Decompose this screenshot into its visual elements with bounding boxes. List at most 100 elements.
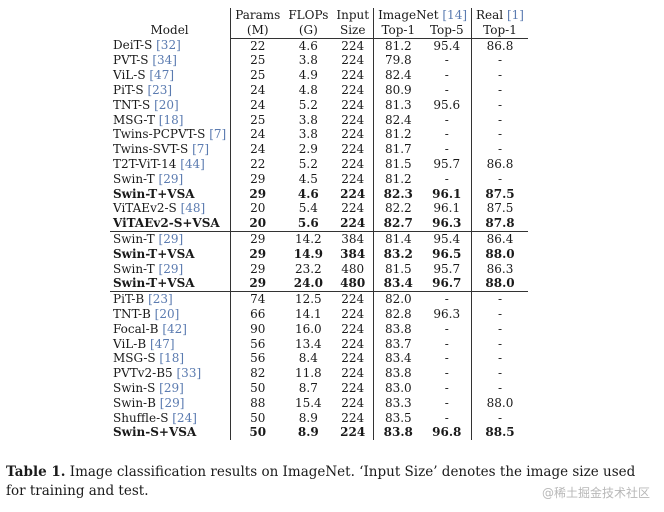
model-name: PVTv2-B5 bbox=[113, 366, 173, 381]
citation-link[interactable]: [29] bbox=[159, 380, 184, 395]
flops-cell: 15.4 bbox=[294, 395, 322, 410]
model-name: ViTAEv2-S+VSA bbox=[113, 216, 220, 231]
table-row: Shuffle-S [24] 50 8.9 224 83.5- - bbox=[110, 410, 528, 426]
top1-cell: 83.8 bbox=[383, 425, 413, 440]
citation-link[interactable]: [29] bbox=[158, 171, 184, 186]
model-name: ViL-B bbox=[113, 336, 147, 351]
top5-cell: 95.6 bbox=[422, 97, 473, 113]
model-cell: Swin-T [29] bbox=[110, 171, 232, 187]
citation-link[interactable]: [34] bbox=[152, 53, 177, 68]
params-cell: 25 bbox=[250, 112, 266, 127]
model-name: Swin-T bbox=[113, 171, 155, 186]
input-size-cell: 480 bbox=[332, 276, 375, 292]
real-top1-cell: 88.5 bbox=[485, 425, 515, 440]
citation-link[interactable]: [18] bbox=[158, 112, 184, 127]
table-row: Swin-S [29] 50 8.7 224 83.0- - bbox=[110, 380, 528, 396]
params-cell: 66 bbox=[250, 306, 266, 321]
model-cell: Swin-T+VSA bbox=[110, 246, 232, 262]
flops-cell: 5.4 bbox=[298, 201, 318, 216]
input-size-cell: 224 bbox=[332, 82, 375, 98]
top5-cell: 96.3 bbox=[422, 216, 473, 232]
params-cell: 88 bbox=[250, 395, 266, 410]
model-name: Swin-B bbox=[113, 395, 156, 410]
top5-cell: 96.7 bbox=[422, 276, 473, 292]
flops-cell: 8.7 bbox=[298, 380, 318, 395]
model-name: T2T-ViT-14 bbox=[113, 156, 177, 171]
params-cell: 22 bbox=[250, 156, 266, 171]
citation-link[interactable]: [20] bbox=[154, 97, 179, 112]
top1-cell: 80.9 bbox=[384, 82, 412, 97]
top1-cell: 83.0 bbox=[384, 380, 412, 395]
citation-link[interactable]: [44] bbox=[180, 156, 205, 171]
top1-cell: 83.4 bbox=[383, 276, 413, 291]
citation-link[interactable]: [42] bbox=[162, 321, 187, 336]
model-name: PVT-S bbox=[113, 53, 149, 68]
top1-cell: 83.8 bbox=[384, 366, 412, 381]
input-size-cell: 224 bbox=[332, 186, 375, 202]
model-cell: TNT-B [20] bbox=[110, 306, 232, 322]
citation-link[interactable]: [47] bbox=[149, 336, 175, 351]
flops-cell: 14.2 bbox=[284, 230, 333, 247]
model-cell: Swin-S [29] bbox=[110, 380, 232, 396]
citation-link[interactable]: [48] bbox=[180, 201, 206, 216]
header-imagenet: ImageNet [14] bbox=[373, 8, 473, 23]
top1-cell: 81.2 bbox=[384, 171, 412, 186]
top5-cell: - bbox=[422, 291, 473, 307]
params-cell: 24 bbox=[250, 127, 266, 142]
citation-link[interactable]: [32] bbox=[156, 38, 181, 53]
header-top1: Top-1 bbox=[373, 22, 423, 39]
params-cell: 20 bbox=[249, 216, 267, 231]
real-top1-cell: - bbox=[497, 321, 503, 336]
citation-link[interactable]: [29] bbox=[158, 261, 184, 276]
top1-cell: 83.8 bbox=[384, 321, 412, 336]
top1-cell: 83.4 bbox=[384, 351, 412, 366]
citation-link[interactable]: [29] bbox=[158, 231, 184, 246]
citation-link[interactable]: [18] bbox=[159, 351, 185, 366]
table-row: Swin-S+VSA 50 8.9 224 83.8 96.8 88.5 bbox=[110, 425, 528, 441]
model-cell: Focal-B [42] bbox=[110, 321, 232, 337]
top5-cell: - bbox=[422, 171, 473, 187]
table-row: PVTv2-B5 [33] 82 11.8 224 83.8- - bbox=[110, 366, 528, 381]
header-params: Params bbox=[235, 8, 281, 22]
citation-link[interactable]: [33] bbox=[176, 366, 202, 381]
params-cell: 25 bbox=[250, 53, 266, 68]
citation-link[interactable]: [20] bbox=[154, 306, 180, 321]
table-body: DeiT-S [32] 22 4.6 224 81.2 95.4 86.8 PVT-S [34… bbox=[110, 38, 528, 441]
flops-cell: 4.8 bbox=[298, 82, 318, 97]
top1-cell: 82.3 bbox=[383, 186, 413, 201]
flops-cell: 5.2 bbox=[298, 156, 318, 171]
flops-cell: 23.2 bbox=[294, 261, 322, 276]
top5-cell: 95.4 bbox=[422, 38, 473, 54]
table-row: ViL-S [47] 25 4.9 224 82.4- - bbox=[110, 68, 528, 83]
citation-link[interactable]: [47] bbox=[149, 68, 175, 83]
real-citation[interactable]: [1] bbox=[506, 8, 524, 22]
citation-link[interactable]: [23] bbox=[148, 292, 173, 307]
real-top1-cell: 88.0 bbox=[486, 395, 514, 410]
real-top1-cell: 88.0 bbox=[485, 246, 515, 261]
model-cell: ViL-B [47] bbox=[110, 336, 232, 352]
params-cell: 29 bbox=[249, 276, 267, 291]
real-top1-cell: - bbox=[497, 82, 503, 97]
top5-cell: - bbox=[422, 366, 473, 381]
citation-link[interactable]: [29] bbox=[159, 395, 185, 410]
citation-link[interactable]: [7] bbox=[192, 142, 210, 157]
table-row: ViTAEv2-S [48] 20 5.4 224 82.2 96.1 87.5 bbox=[110, 201, 528, 217]
citation-link[interactable]: [24] bbox=[172, 410, 197, 425]
top5-cell: 96.3 bbox=[422, 306, 473, 322]
input-size-cell: 224 bbox=[332, 127, 375, 143]
table-row: T2T-ViT-14 [44] 22 5.2 224 81.5 95.7 86.8 bbox=[110, 156, 528, 172]
table-row: Swin-T+VSA 29 24.0 480 83.4 96.7 88.0 bbox=[110, 276, 528, 292]
header-flops: FLOPs bbox=[288, 8, 329, 22]
params-cell: 50 bbox=[250, 380, 266, 395]
citation-link[interactable]: [7] bbox=[209, 127, 227, 142]
imagenet-citation[interactable]: [14] bbox=[442, 8, 468, 22]
top5-cell: - bbox=[422, 53, 473, 69]
flops-cell: 11.8 bbox=[294, 366, 322, 381]
flops-cell: 4.5 bbox=[298, 171, 318, 186]
table-row: Swin-T+VSA 29 14.9 384 83.2 96.5 88.0 bbox=[110, 246, 528, 262]
model-cell: Swin-T+VSA bbox=[110, 186, 232, 202]
citation-link[interactable]: [23] bbox=[147, 82, 173, 97]
params-cell: 82 bbox=[250, 366, 266, 381]
table-row: Swin-T+VSA 29 4.6 224 82.3 96.1 87.5 bbox=[110, 186, 528, 202]
flops-cell: 4.6 bbox=[298, 38, 318, 53]
